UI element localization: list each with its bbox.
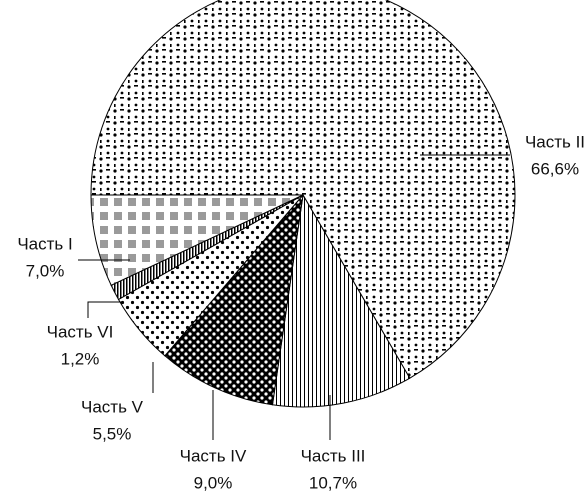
pie-slice [90,0,516,379]
slice-value-label: 9,0% [194,473,233,491]
slice-value-label: 10,7% [309,473,357,491]
slice-label: Часть II [525,132,585,151]
slice-label: Часть VI [47,322,114,341]
slice-label: Часть I [17,234,72,253]
pie-slice [90,194,304,286]
slice-value-label: 7,0% [26,261,65,280]
slice-value-label: 5,5% [93,424,132,443]
slice-value-label: 66,6% [531,159,579,178]
slice-label: Часть V [81,397,144,416]
slice-value-label: 1,2% [61,349,100,368]
slice-label: Часть IV [180,446,247,465]
pie-slice [271,193,411,408]
slice-label: Часть III [301,446,366,465]
pie-slice [164,193,304,406]
leader-line [87,301,122,318]
